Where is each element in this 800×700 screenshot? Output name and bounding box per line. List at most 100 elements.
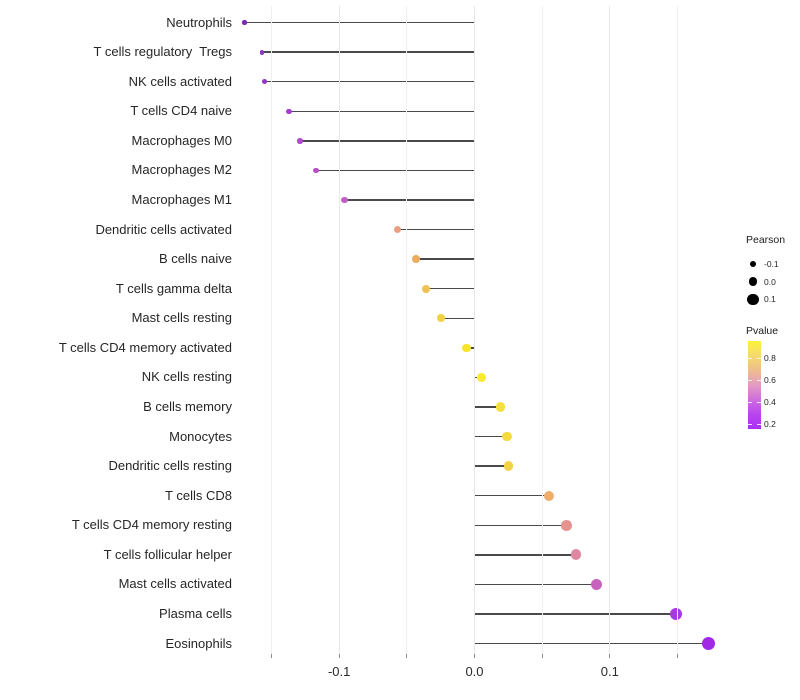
gridline xyxy=(541,6,543,654)
lollipop-stem xyxy=(474,435,507,438)
lollipop-stem xyxy=(425,288,475,290)
y-axis-label: Neutrophils xyxy=(166,14,232,30)
lollipop-dot xyxy=(259,49,265,55)
lollipop-dot xyxy=(590,578,602,590)
lollipop-dot xyxy=(242,20,247,25)
legend-color-title: Pvalue xyxy=(746,325,779,337)
lollipop-stem xyxy=(316,169,475,172)
axis-tick xyxy=(609,654,611,658)
lollipop-stem xyxy=(264,81,475,83)
lollipop-dot xyxy=(701,636,716,651)
axis-tick xyxy=(676,654,678,658)
y-axis-label: Plasma cells xyxy=(159,606,232,621)
legend-size-dot xyxy=(748,277,758,287)
y-axis-label: T cells regulatory Tregs xyxy=(93,44,232,60)
y-axis-label: B cells memory xyxy=(143,399,232,414)
y-axis-label: T cells gamma delta xyxy=(115,280,232,296)
lollipop-stem xyxy=(474,642,709,645)
lollipop-stem xyxy=(416,258,475,260)
y-axis-label: T cells CD4 memory resting xyxy=(71,517,232,533)
plot-panel xyxy=(237,6,740,654)
y-axis-label: Dendritic cells resting xyxy=(108,458,232,474)
lollipop-dot xyxy=(669,607,683,621)
axis-tick xyxy=(406,654,408,658)
colorbar-tick xyxy=(757,423,761,425)
y-axis-label: Monocytes xyxy=(169,428,232,444)
lollipop-dot xyxy=(495,402,505,412)
lollipop-dot xyxy=(503,461,514,471)
lollipop-dot xyxy=(393,225,401,234)
colorbar-tick xyxy=(748,401,752,403)
y-axis-label: Dendritic cells activated xyxy=(95,221,232,237)
y-axis-label: NK cells resting xyxy=(141,369,232,385)
colorbar-tick xyxy=(757,379,761,381)
gridline xyxy=(271,6,272,654)
colorbar-tick-label: 0.8 xyxy=(764,352,776,363)
colorbar-tick-label: 0.4 xyxy=(764,396,776,407)
x-tick-label: 0.1 xyxy=(600,664,619,679)
lollipop-dot xyxy=(543,490,555,501)
lollipop-stem xyxy=(397,228,475,231)
legend-size-label: 0.1 xyxy=(764,294,776,305)
colorbar-tick xyxy=(748,379,752,381)
lollipop-stem xyxy=(244,21,475,24)
lollipop-stem xyxy=(474,406,501,408)
lollipop-stem xyxy=(299,140,475,142)
gridline xyxy=(609,6,611,654)
colorbar-tick-label: 0.2 xyxy=(764,418,776,429)
gridline xyxy=(338,6,340,654)
y-axis-label: T cells CD4 memory activated xyxy=(58,339,232,355)
lollipop-stem xyxy=(289,110,475,112)
legend-size-label: -0.1 xyxy=(764,259,779,269)
lollipop-dot xyxy=(313,167,320,174)
y-axis-label: B cells naive xyxy=(159,251,232,267)
y-axis-label: T cells CD4 naive xyxy=(130,103,232,119)
legend-size-label: 0.0 xyxy=(764,276,776,287)
lollipop-dot xyxy=(570,549,582,561)
lollipop-dot xyxy=(476,372,486,382)
y-axis-label: Mast cells activated xyxy=(118,576,232,592)
lollipop-stem xyxy=(474,465,509,467)
colorbar-tick-label: 0.6 xyxy=(764,374,776,385)
axis-tick xyxy=(541,654,543,658)
pvalue-colorbar xyxy=(748,341,761,429)
y-axis-label: Eosinophils xyxy=(165,635,233,651)
y-axis-label: T cells CD8 xyxy=(165,487,232,503)
legend-size-dot xyxy=(747,293,759,306)
lollipop-stem xyxy=(474,554,576,556)
lollipop-dot xyxy=(341,196,348,204)
lollipop-stem xyxy=(474,524,567,526)
colorbar-tick xyxy=(757,357,761,359)
colorbar-tick xyxy=(748,357,752,359)
lollipop-dot xyxy=(421,284,430,293)
lollipop-dot xyxy=(297,138,303,144)
y-axis-label: Mast cells resting xyxy=(131,310,232,326)
colorbar-tick xyxy=(748,423,752,425)
lollipop-dot xyxy=(561,520,572,531)
y-axis-label: Macrophages M2 xyxy=(131,162,232,178)
legend-size-title: Pearson xyxy=(746,234,786,246)
axis-tick xyxy=(271,654,272,658)
y-axis-label: T cells follicular helper xyxy=(103,546,232,562)
lollipop-stem xyxy=(474,495,549,497)
axis-tick xyxy=(473,654,475,658)
colorbar-tick xyxy=(757,401,761,403)
lollipop-dot xyxy=(262,79,268,85)
lollipop-stem xyxy=(344,199,475,201)
gridline xyxy=(406,6,408,654)
x-tick-label: 0.0 xyxy=(465,664,484,679)
lollipop-stem xyxy=(474,613,677,615)
lollipop-dot xyxy=(502,431,512,442)
x-tick-label: -0.1 xyxy=(327,664,351,679)
lollipop-stem xyxy=(474,583,597,586)
y-axis-label: Macrophages M1 xyxy=(131,192,232,208)
gridline xyxy=(473,6,475,654)
gridline xyxy=(676,6,678,654)
y-axis-label: Macrophages M0 xyxy=(131,132,232,148)
lollipop-dot xyxy=(462,343,471,353)
y-axis-label: NK cells activated xyxy=(128,73,232,89)
lollipop-dot xyxy=(286,108,292,114)
axis-tick xyxy=(338,654,340,658)
lollipop-stem xyxy=(262,51,475,53)
